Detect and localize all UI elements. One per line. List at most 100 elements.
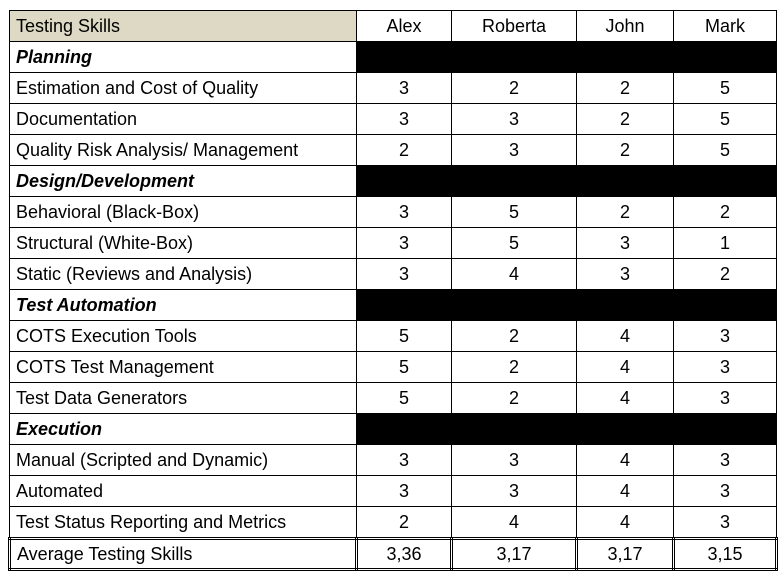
section-row: Planning [9,41,777,73]
skill-row: Test Status Reporting and Metrics 2 4 4 3 [9,506,777,539]
section-fill [673,413,777,445]
skill-name: Behavioral (Black-Box) [9,196,357,228]
section-title: Test Automation [9,289,357,321]
score: 3 [451,444,577,476]
section-fill [576,165,674,197]
section-fill [356,41,452,73]
skill-row: Behavioral (Black-Box) 3 5 2 2 [9,196,777,228]
section-title: Planning [9,41,357,73]
person-name: Mark [673,10,777,42]
header-label: Testing Skills [9,10,357,42]
skill-name: Structural (White-Box) [9,227,357,259]
average-row: Average Testing Skills 3,36 3,17 3,17 3,15 [8,537,778,571]
section-fill [576,413,674,445]
skill-row: Static (Reviews and Analysis) 3 4 3 2 [9,258,777,290]
average-label: Average Testing Skills [8,537,358,571]
skill-name: Estimation and Cost of Quality [9,72,357,104]
score: 5 [673,72,777,104]
score: 5 [356,382,452,414]
score: 2 [576,134,674,166]
header-row: Testing Skills Alex Roberta John Mark [9,10,777,42]
table-body: Testing Skills Alex Roberta John Mark Plannin… [8,10,778,571]
section-fill [451,289,577,321]
section-fill [451,41,577,73]
score: 3 [673,506,777,539]
section-fill [451,413,577,445]
score: 3 [356,196,452,228]
score: 3 [673,351,777,383]
average-score: 3,36 [355,537,453,571]
score: 5 [673,134,777,166]
score: 5 [451,227,577,259]
score: 2 [673,258,777,290]
score: 2 [451,351,577,383]
score: 2 [356,134,452,166]
section-fill [673,289,777,321]
score: 3 [673,475,777,507]
score: 3 [356,258,452,290]
score: 2 [451,382,577,414]
skill-row: Manual (Scripted and Dynamic) 3 3 4 3 [9,444,777,476]
section-title: Execution [9,413,357,445]
skill-name: COTS Execution Tools [9,320,357,352]
score: 3 [451,475,577,507]
section-fill [673,165,777,197]
score: 2 [576,196,674,228]
section-fill [576,289,674,321]
score: 1 [673,227,777,259]
section-fill [576,41,674,73]
average-score: 3,15 [672,537,778,571]
section-row: Execution [9,413,777,445]
section-fill [356,413,452,445]
skill-row: Documentation 3 3 2 5 [9,103,777,135]
skills-table: Testing Skills Alex Roberta John Mark Plannin… [8,10,778,571]
section-row: Design/Development [9,165,777,197]
score: 2 [451,320,577,352]
score: 4 [576,475,674,507]
score: 2 [356,506,452,539]
section-fill [356,165,452,197]
score: 2 [451,72,577,104]
skill-row: Automated 3 3 4 3 [9,475,777,507]
score: 3 [451,103,577,135]
score: 3 [356,103,452,135]
score: 3 [356,227,452,259]
skill-row: COTS Test Management 5 2 4 3 [9,351,777,383]
skill-name: Manual (Scripted and Dynamic) [9,444,357,476]
skill-name: Test Data Generators [9,382,357,414]
score: 2 [576,103,674,135]
score: 3 [451,134,577,166]
score: 4 [451,258,577,290]
person-name: John [576,10,674,42]
score: 3 [673,382,777,414]
score: 3 [576,258,674,290]
score: 5 [356,351,452,383]
skill-row: Test Data Generators 5 2 4 3 [9,382,777,414]
skill-name: Test Status Reporting and Metrics [9,506,357,539]
score: 2 [673,196,777,228]
section-row: Test Automation [9,289,777,321]
score: 4 [576,506,674,539]
score: 4 [576,320,674,352]
score: 2 [576,72,674,104]
person-name: Alex [356,10,452,42]
skill-name: COTS Test Management [9,351,357,383]
average-score: 3,17 [450,537,578,571]
score: 4 [451,506,577,539]
score: 5 [356,320,452,352]
score: 3 [576,227,674,259]
score: 5 [451,196,577,228]
score: 3 [356,72,452,104]
section-fill [356,289,452,321]
average-score: 3,17 [575,537,675,571]
score: 4 [576,444,674,476]
skill-name: Documentation [9,103,357,135]
skill-row: Estimation and Cost of Quality 3 2 2 5 [9,72,777,104]
skill-name: Static (Reviews and Analysis) [9,258,357,290]
skill-name: Automated [9,475,357,507]
section-title: Design/Development [9,165,357,197]
section-fill [451,165,577,197]
skill-name: Quality Risk Analysis/ Management [9,134,357,166]
score: 3 [356,444,452,476]
